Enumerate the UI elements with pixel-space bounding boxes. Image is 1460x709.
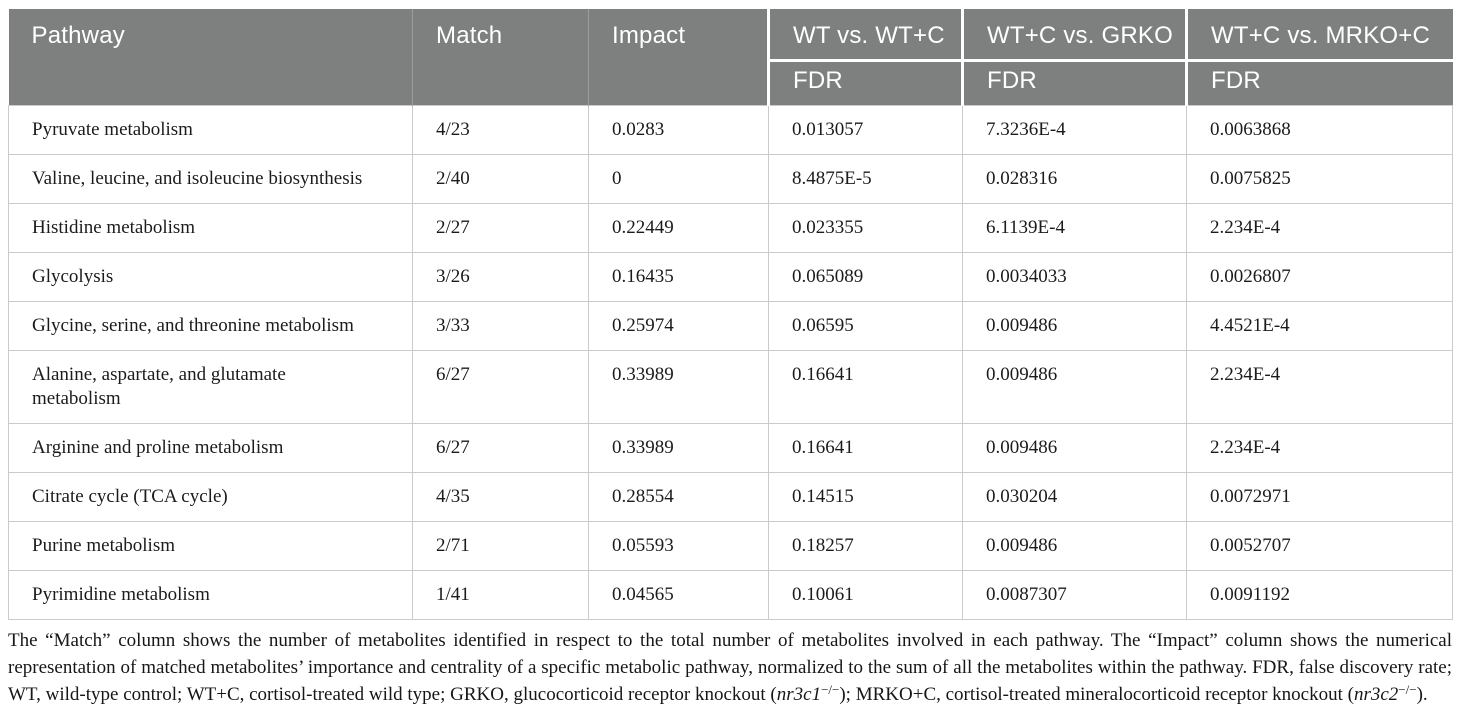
col-header-pathway: Pathway: [8, 9, 413, 106]
impact-cell: 0.05593: [588, 521, 769, 571]
pathway-cell: Alanine, aspartate, and glutamate metabo…: [8, 350, 413, 424]
fdr-wtc-grko-cell: 0.009486: [962, 423, 1187, 473]
col-header-wtc-vs-mrkoc: WT+C vs. MRKO+C: [1185, 9, 1453, 62]
pathway-cell: Histidine metabolism: [8, 203, 413, 253]
pathway-cell: Pyruvate metabolism: [8, 105, 413, 155]
table-header: Pathway Match Impact WT vs. WT+C WT+C vs…: [8, 9, 1453, 106]
pathway-cell: Glycine, serine, and threonine metabolis…: [8, 301, 413, 351]
match-cell: 1/41: [412, 570, 589, 620]
fdr-wtc-mrkoc-cell: 0.0091192: [1186, 570, 1453, 620]
pathway-cell: Valine, leucine, and isoleucine biosynth…: [8, 154, 413, 204]
fdr-wt-wtc-cell: 0.16641: [768, 423, 963, 473]
fdr-wtc-mrkoc-cell: 0.0052707: [1186, 521, 1453, 571]
fdr-wtc-grko-cell: 0.028316: [962, 154, 1187, 204]
fdr-wtc-grko-cell: 6.1139E-4: [962, 203, 1187, 253]
fdr-wt-wtc-cell: 0.16641: [768, 350, 963, 424]
impact-cell: 0.16435: [588, 252, 769, 302]
match-cell: 4/23: [412, 105, 589, 155]
table-row: Glycine, serine, and threonine metabolis…: [8, 301, 1453, 351]
table-footnote: The “Match” column shows the number of m…: [8, 627, 1452, 708]
fdr-wtc-grko-cell: 0.030204: [962, 472, 1187, 522]
match-cell: 2/27: [412, 203, 589, 253]
impact-cell: 0.0283: [588, 105, 769, 155]
impact-cell: 0.33989: [588, 423, 769, 473]
fdr-wt-wtc-cell: 0.013057: [768, 105, 963, 155]
table-row: Purine metabolism 2/71 0.05593 0.18257 0…: [8, 521, 1453, 571]
pathway-cell: Citrate cycle (TCA cycle): [8, 472, 413, 522]
fdr-wtc-mrkoc-cell: 0.0063868: [1186, 105, 1453, 155]
fdr-wt-wtc-cell: 0.18257: [768, 521, 963, 571]
impact-cell: 0.22449: [588, 203, 769, 253]
match-cell: 6/27: [412, 350, 589, 424]
table-row: Histidine metabolism 2/27 0.22449 0.0233…: [8, 203, 1453, 253]
fdr-wt-wtc-cell: 0.06595: [768, 301, 963, 351]
table-body: Pyruvate metabolism 4/23 0.0283 0.013057…: [8, 105, 1453, 620]
fdr-wt-wtc-cell: 0.10061: [768, 570, 963, 620]
sub-header-fdr-1: FDR: [767, 60, 963, 106]
fdr-wtc-mrkoc-cell: 2.234E-4: [1186, 203, 1453, 253]
match-cell: 3/26: [412, 252, 589, 302]
header-row-1: Pathway Match Impact WT vs. WT+C WT+C vs…: [8, 9, 1453, 106]
fdr-wtc-grko-cell: 0.009486: [962, 301, 1187, 351]
pathway-cell: Purine metabolism: [8, 521, 413, 571]
table-row: Pyruvate metabolism 4/23 0.0283 0.013057…: [8, 105, 1453, 155]
gene-symbol-nr3c2: nr3c2: [1353, 684, 1399, 705]
impact-cell: 0.25974: [588, 301, 769, 351]
pathway-cell: Glycolysis: [8, 252, 413, 302]
footnote-text: ).: [1416, 684, 1428, 705]
table-row: Citrate cycle (TCA cycle) 4/35 0.28554 0…: [8, 472, 1453, 522]
fdr-wtc-mrkoc-cell: 4.4521E-4: [1186, 301, 1453, 351]
match-cell: 3/33: [412, 301, 589, 351]
match-cell: 2/71: [412, 521, 589, 571]
impact-cell: 0.04565: [588, 570, 769, 620]
impact-cell: 0.28554: [588, 472, 769, 522]
match-cell: 4/35: [412, 472, 589, 522]
knockout-superscript: −/−: [821, 682, 840, 698]
fdr-wtc-grko-cell: 0.009486: [962, 350, 1187, 424]
fdr-wtc-mrkoc-cell: 2.234E-4: [1186, 350, 1453, 424]
sub-header-fdr-2: FDR: [961, 60, 1187, 106]
fdr-wtc-grko-cell: 7.3236E-4: [962, 105, 1187, 155]
fdr-wtc-grko-cell: 0.0034033: [962, 252, 1187, 302]
fdr-wt-wtc-cell: 0.023355: [768, 203, 963, 253]
table-row: Alanine, aspartate, and glutamate metabo…: [8, 350, 1453, 424]
pathway-cell: Arginine and proline metabolism: [8, 423, 413, 473]
pathway-cell: Pyrimidine metabolism: [8, 570, 413, 620]
footnote-text: The “Match” column shows the number of m…: [8, 630, 1452, 705]
gene-symbol-nr3c1: nr3c1: [776, 684, 822, 705]
fdr-wt-wtc-cell: 0.065089: [768, 252, 963, 302]
table-row: Valine, leucine, and isoleucine biosynth…: [8, 154, 1453, 204]
table-row: Glycolysis 3/26 0.16435 0.065089 0.00340…: [8, 252, 1453, 302]
header-row-2: FDR FDR FDR: [9, 60, 1453, 106]
footnote-text: ); MRKO+C, cortisol-treated mineralocort…: [839, 684, 1354, 705]
sub-header-fdr-3: FDR: [1185, 60, 1453, 106]
table-row: Pyrimidine metabolism 1/41 0.04565 0.100…: [8, 570, 1453, 620]
match-cell: 2/40: [412, 154, 589, 204]
fdr-wtc-grko-cell: 0.009486: [962, 521, 1187, 571]
fdr-wtc-mrkoc-cell: 0.0072971: [1186, 472, 1453, 522]
col-header-wtc-vs-grko: WT+C vs. GRKO: [961, 9, 1187, 62]
impact-cell: 0.33989: [588, 350, 769, 424]
fdr-wtc-mrkoc-cell: 2.234E-4: [1186, 423, 1453, 473]
fdr-wt-wtc-cell: 0.14515: [768, 472, 963, 522]
pathway-enrichment-table: Pathway Match Impact WT vs. WT+C WT+C vs…: [8, 9, 1453, 620]
fdr-wt-wtc-cell: 8.4875E-5: [768, 154, 963, 204]
col-header-match: Match: [412, 9, 589, 106]
match-cell: 6/27: [412, 423, 589, 473]
col-header-wt-vs-wtc: WT vs. WT+C: [767, 9, 963, 62]
fdr-wtc-mrkoc-cell: 0.0075825: [1186, 154, 1453, 204]
table-row: Arginine and proline metabolism 6/27 0.3…: [8, 423, 1453, 473]
col-header-impact: Impact: [588, 9, 769, 106]
impact-cell: 0: [588, 154, 769, 204]
fdr-wtc-grko-cell: 0.0087307: [962, 570, 1187, 620]
fdr-wtc-mrkoc-cell: 0.0026807: [1186, 252, 1453, 302]
knockout-superscript: −/−: [1398, 682, 1417, 698]
